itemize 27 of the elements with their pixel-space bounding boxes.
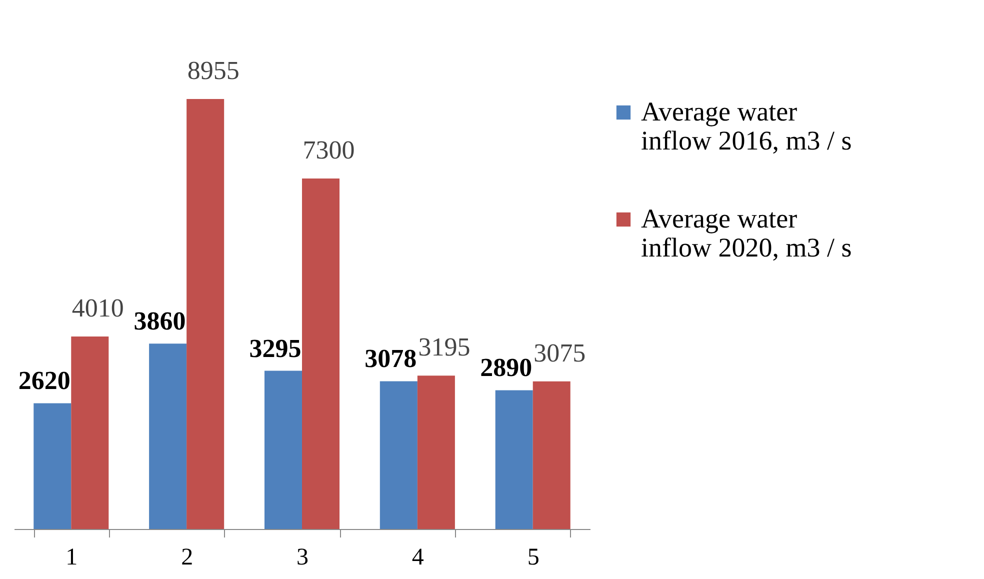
data-label: 3295: [249, 334, 302, 363]
bar: [302, 178, 340, 529]
data-label: 8955: [187, 56, 240, 85]
legend-label: Average water inflow 2016, m3 / s: [641, 96, 852, 156]
data-label: 3075: [534, 338, 586, 368]
x-tick-label: 5: [527, 544, 540, 570]
data-label: 3078: [364, 344, 417, 374]
data-label: 2620: [18, 366, 70, 396]
bar: [186, 99, 224, 529]
bar: [532, 381, 570, 529]
x-tick-label: 1: [66, 544, 78, 570]
bar: [149, 344, 187, 529]
data-label: 7300: [302, 135, 355, 164]
bar: [71, 336, 109, 529]
data-label: 3195: [418, 332, 470, 362]
data-label: 3860: [134, 306, 186, 336]
bar: [417, 376, 455, 529]
data-label: 4010: [72, 293, 124, 322]
bar: [495, 390, 533, 529]
legend-label: Average water inflow 2020, m3 / s: [641, 204, 852, 262]
x-tick-label: 2: [181, 544, 194, 570]
bar: [34, 403, 72, 529]
x-tick-label: 4: [412, 544, 424, 570]
data-label: 2890: [480, 353, 532, 382]
bar: [380, 381, 418, 529]
x-tick-label: 3: [296, 544, 308, 570]
bar: [264, 370, 302, 529]
